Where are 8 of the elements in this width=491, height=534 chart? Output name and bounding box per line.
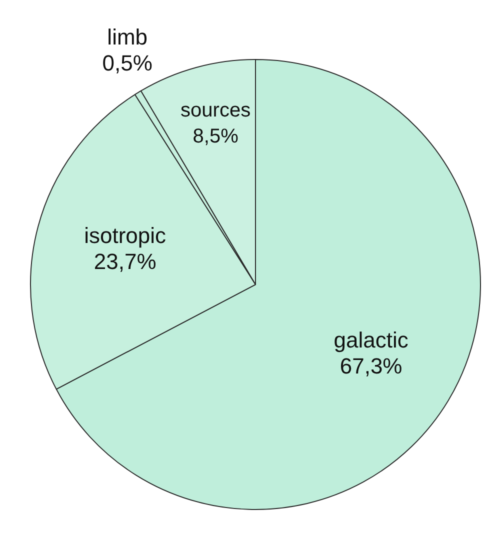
slice-label: limb [107, 24, 148, 50]
slice-label: galactic [334, 327, 408, 352]
data-label: 67,3% [340, 353, 402, 378]
slice-label: sources [180, 99, 251, 122]
slice-label: isotropic [84, 222, 166, 248]
data-label: 23,7% [94, 248, 156, 274]
data-label: 0,5% [102, 50, 152, 76]
data-label: 8,5% [192, 125, 239, 148]
